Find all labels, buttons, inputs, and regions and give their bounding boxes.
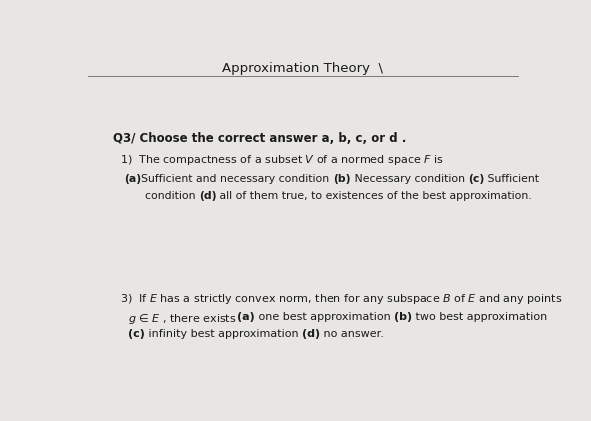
Text: (b): (b) <box>333 174 350 184</box>
Text: condition: condition <box>145 191 199 200</box>
Text: (d): (d) <box>199 191 216 200</box>
Text: two best approximation: two best approximation <box>412 312 547 322</box>
Text: 1)  The compactness of a subset $V$ of a normed space $F$ is: 1) The compactness of a subset $V$ of a … <box>119 153 443 167</box>
Text: Sufficient and necessary condition: Sufficient and necessary condition <box>141 174 333 184</box>
Text: (b): (b) <box>394 312 412 322</box>
Text: 3)  If $E$ has a strictly convex norm, then for any subspace $B$ of $E$ and any : 3) If $E$ has a strictly convex norm, th… <box>119 292 562 306</box>
Text: (a): (a) <box>124 174 141 184</box>
Text: no answer.: no answer. <box>320 329 384 339</box>
Text: all of them true, to existences of the best approximation.: all of them true, to existences of the b… <box>216 191 532 200</box>
Text: Necessary condition: Necessary condition <box>350 174 468 184</box>
Text: $g$ ∈ $E$ , there exists: $g$ ∈ $E$ , there exists <box>128 312 237 326</box>
Text: (d): (d) <box>302 329 320 339</box>
Text: one best approximation: one best approximation <box>255 312 394 322</box>
Text: Q3/ Choose the correct answer a, b, c, or d .: Q3/ Choose the correct answer a, b, c, o… <box>113 131 406 144</box>
Text: Sufficient: Sufficient <box>484 174 539 184</box>
Text: Approximation Theory  \: Approximation Theory \ <box>222 62 384 75</box>
Text: (c): (c) <box>128 329 145 339</box>
Text: (a): (a) <box>237 312 255 322</box>
Text: (c): (c) <box>468 174 484 184</box>
Text: infinity best approximation: infinity best approximation <box>145 329 302 339</box>
